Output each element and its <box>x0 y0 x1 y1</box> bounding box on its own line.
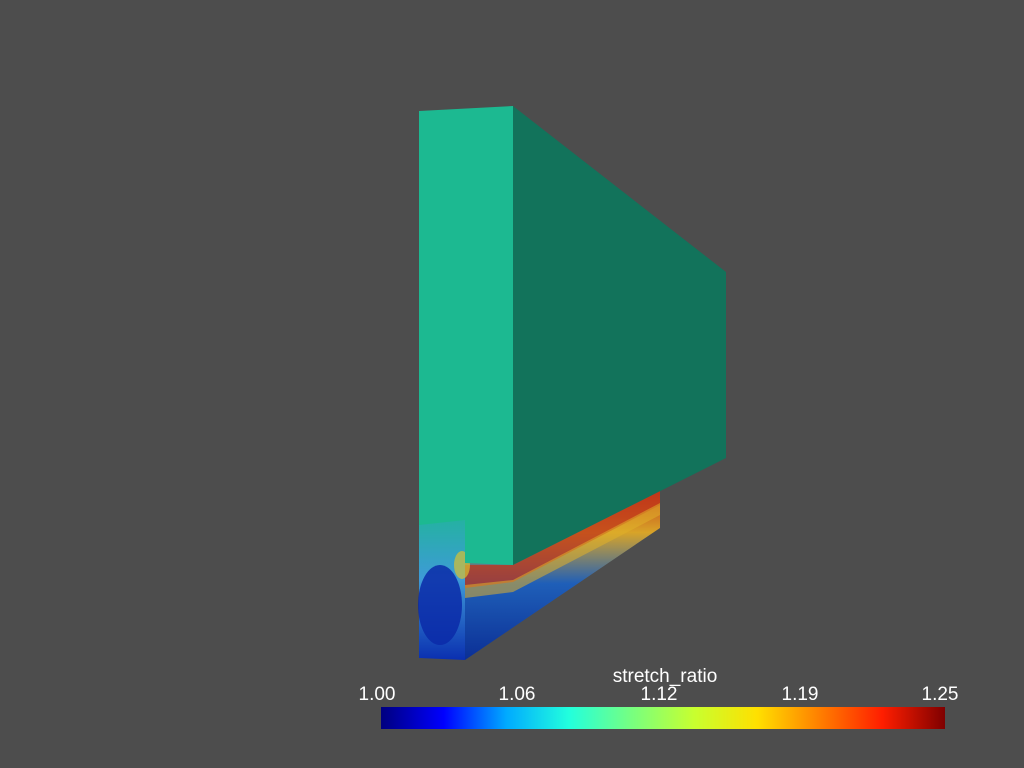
high-stretch-band <box>465 490 660 588</box>
colorbar-tick-label: 1.06 <box>498 684 536 705</box>
colorbar-title: stretch_ratio <box>612 666 718 687</box>
slab-front-upper <box>419 106 513 565</box>
colorbar-tick-label: 1.19 <box>781 684 819 705</box>
colorbar-gradient <box>381 707 945 729</box>
colorbar-tick-label: 1.12 <box>640 684 678 705</box>
low-stretch-region <box>418 565 462 645</box>
colorbar-tick-label: 1.25 <box>921 684 959 705</box>
colorbar-tick-label: 1.00 <box>358 684 396 705</box>
slab-side-face <box>513 106 726 565</box>
mid-stretch-band <box>465 503 660 598</box>
